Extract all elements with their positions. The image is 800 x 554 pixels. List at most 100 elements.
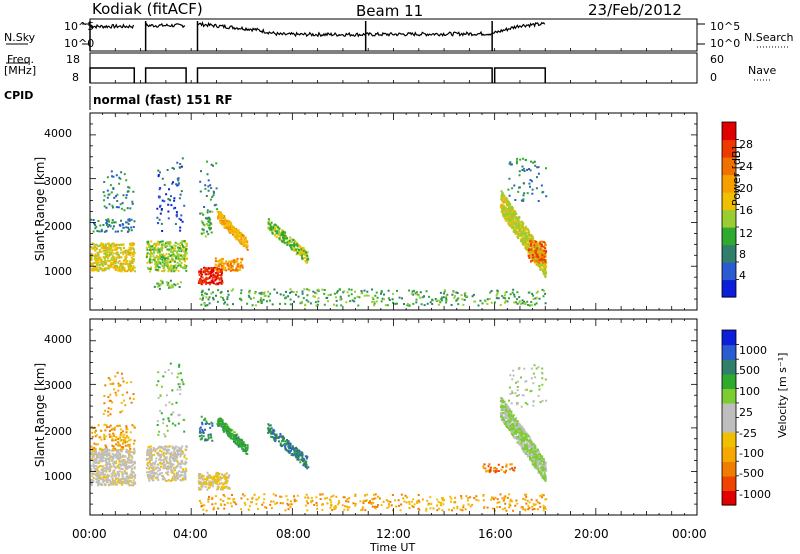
power-cb-8: 8 bbox=[739, 248, 746, 261]
pw-region-14-c2 bbox=[508, 160, 544, 202]
power-colorbar-swatch-7 bbox=[722, 157, 736, 176]
pw-region-9-c2 bbox=[199, 163, 218, 197]
beam-title: Beam 11 bbox=[356, 2, 424, 20]
power-colorbar-swatch-4 bbox=[722, 209, 736, 228]
vl-region-12-c1 bbox=[509, 366, 548, 408]
nave-label: Nave bbox=[748, 64, 777, 77]
cpid-label: CPID bbox=[4, 89, 34, 102]
pw-region-2-c1 bbox=[103, 173, 131, 212]
pw-region-6-c1 bbox=[198, 267, 224, 286]
xtick-0000: 00:00 bbox=[72, 527, 107, 541]
nsky-trace-3 bbox=[365, 30, 493, 37]
nave-tick-top: 60 bbox=[710, 53, 724, 66]
pw-region-4-c2 bbox=[156, 279, 182, 289]
vl-region-11-c1 bbox=[500, 397, 547, 482]
power-colorbar-swatch-2 bbox=[722, 244, 736, 263]
velocity-colorbar-swatch-7 bbox=[722, 388, 736, 404]
pw-region-1-c1 bbox=[90, 218, 130, 233]
velocity-ylabel: Slant Range [km] bbox=[33, 362, 48, 468]
pw-region-14-c1 bbox=[508, 163, 548, 202]
vl-region-12-c0 bbox=[508, 364, 547, 406]
velocity-colorbar-swatch-11 bbox=[722, 330, 736, 346]
velocity-colorbar-swatch-4 bbox=[722, 432, 736, 448]
power-cb-24: 24 bbox=[739, 160, 753, 173]
pw-region-9-c0 bbox=[204, 160, 219, 211]
vl-region-3-c1 bbox=[145, 445, 188, 482]
pw-region-5-c0 bbox=[157, 157, 184, 225]
pw-region-3-c2 bbox=[147, 240, 188, 273]
station-title: Kodiak (fitACF) bbox=[92, 0, 203, 18]
nsky-trace-0 bbox=[89, 23, 135, 30]
power-ytick-3000: 3000 bbox=[44, 175, 72, 188]
nsky-tick-top: 10^5 bbox=[64, 20, 95, 33]
power-colorbar-swatch-3 bbox=[722, 227, 736, 246]
power-ytick-2000: 2000 bbox=[44, 220, 72, 233]
velocity-colorbar-swatch-9 bbox=[722, 359, 736, 375]
vl-region-4-c2 bbox=[155, 371, 186, 438]
vl-region-8-c2 bbox=[267, 423, 310, 470]
pw-region-0-c2 bbox=[90, 242, 136, 273]
power-cb-title: Power [dB] bbox=[730, 146, 743, 206]
pw-region-15-c2 bbox=[527, 240, 548, 263]
vl-region-9-c1 bbox=[198, 493, 548, 512]
velocity-cb-neg1000: -1000 bbox=[739, 488, 771, 501]
power-panel-frame bbox=[89, 112, 698, 311]
pw-region-1-c2 bbox=[92, 218, 135, 233]
nsearch-tick-bottom: 10^0 bbox=[710, 37, 741, 50]
freq-tick-bottom: 8 bbox=[72, 71, 79, 84]
pw-region-8-c0 bbox=[200, 210, 214, 238]
pw-region-9-c1 bbox=[199, 179, 216, 208]
pw-region-8-c2 bbox=[199, 210, 212, 233]
xtick-0400: 04:00 bbox=[173, 527, 208, 541]
pw-region-13-c2 bbox=[500, 190, 548, 278]
power-cb-28: 28 bbox=[739, 138, 753, 151]
pw-region-3-c1 bbox=[145, 240, 188, 273]
vl-region-1-c2 bbox=[90, 423, 136, 452]
velocity-colorbar-swatch-6 bbox=[722, 402, 736, 419]
power-colorbar-swatch-6 bbox=[722, 174, 736, 193]
vl-region-6-c2 bbox=[199, 415, 213, 441]
power-colorbar-swatch-9 bbox=[722, 122, 736, 141]
velocity-ytick-2000: 2000 bbox=[44, 425, 72, 438]
power-colorbar-swatch-0 bbox=[722, 279, 736, 298]
freq-trace-0 bbox=[89, 67, 136, 83]
power-cb-4: 4 bbox=[739, 269, 746, 282]
pw-region-7-c2 bbox=[214, 257, 244, 273]
velocity-panel-frame bbox=[89, 318, 698, 516]
velocity-cb-1000: 1000 bbox=[739, 344, 767, 357]
velocity-ytick-4000: 4000 bbox=[44, 333, 72, 346]
date-title: 23/Feb/2012 bbox=[588, 1, 682, 19]
nsearch-tick-top: 10^5 bbox=[710, 20, 741, 33]
velocity-cb-neg100: -100 bbox=[739, 447, 764, 460]
velocity-colorbar-swatch-2 bbox=[722, 461, 736, 477]
velocity-colorbar-swatch-5 bbox=[722, 417, 736, 433]
velocity-colorbar-swatch-8 bbox=[722, 373, 736, 389]
freq-trace-1 bbox=[144, 67, 187, 83]
x-axis-title: Time UT bbox=[370, 541, 416, 554]
freq-unit-label: [MHz] bbox=[4, 64, 37, 77]
freq-trace-3 bbox=[493, 67, 546, 83]
velocity-cb-500: 500 bbox=[739, 364, 760, 377]
freq-tick-top: 18 bbox=[66, 53, 80, 66]
vl-region-0-c1 bbox=[90, 447, 137, 487]
velocity-cb-neg500: -500 bbox=[739, 467, 764, 480]
power-ytick-4000: 4000 bbox=[44, 127, 72, 140]
vl-region-10-c1 bbox=[483, 463, 516, 474]
velocity-cb-neg25: -25 bbox=[739, 427, 757, 440]
nsky-trace-1 bbox=[145, 22, 186, 29]
nsky-trace-2 bbox=[197, 21, 366, 38]
velocity-cb-25: 25 bbox=[739, 406, 753, 419]
vl-region-5-c1 bbox=[198, 472, 231, 491]
vl-region-4-c1 bbox=[156, 369, 182, 436]
vl-region-5-c0 bbox=[197, 471, 231, 491]
freq-trace-2 bbox=[196, 67, 493, 83]
velocity-ytick-3000: 3000 bbox=[44, 379, 72, 392]
nsky-tick-bottom: 10^0 bbox=[64, 37, 95, 50]
pw-region-12-c2 bbox=[199, 288, 545, 307]
velocity-colorbar-swatch-3 bbox=[722, 446, 736, 462]
nsearch-label: N.Search bbox=[744, 31, 794, 44]
power-cb-20: 20 bbox=[739, 182, 753, 195]
power-ylabel: Slant Range [km] bbox=[33, 156, 48, 262]
vl-region-6-c1 bbox=[198, 419, 214, 442]
